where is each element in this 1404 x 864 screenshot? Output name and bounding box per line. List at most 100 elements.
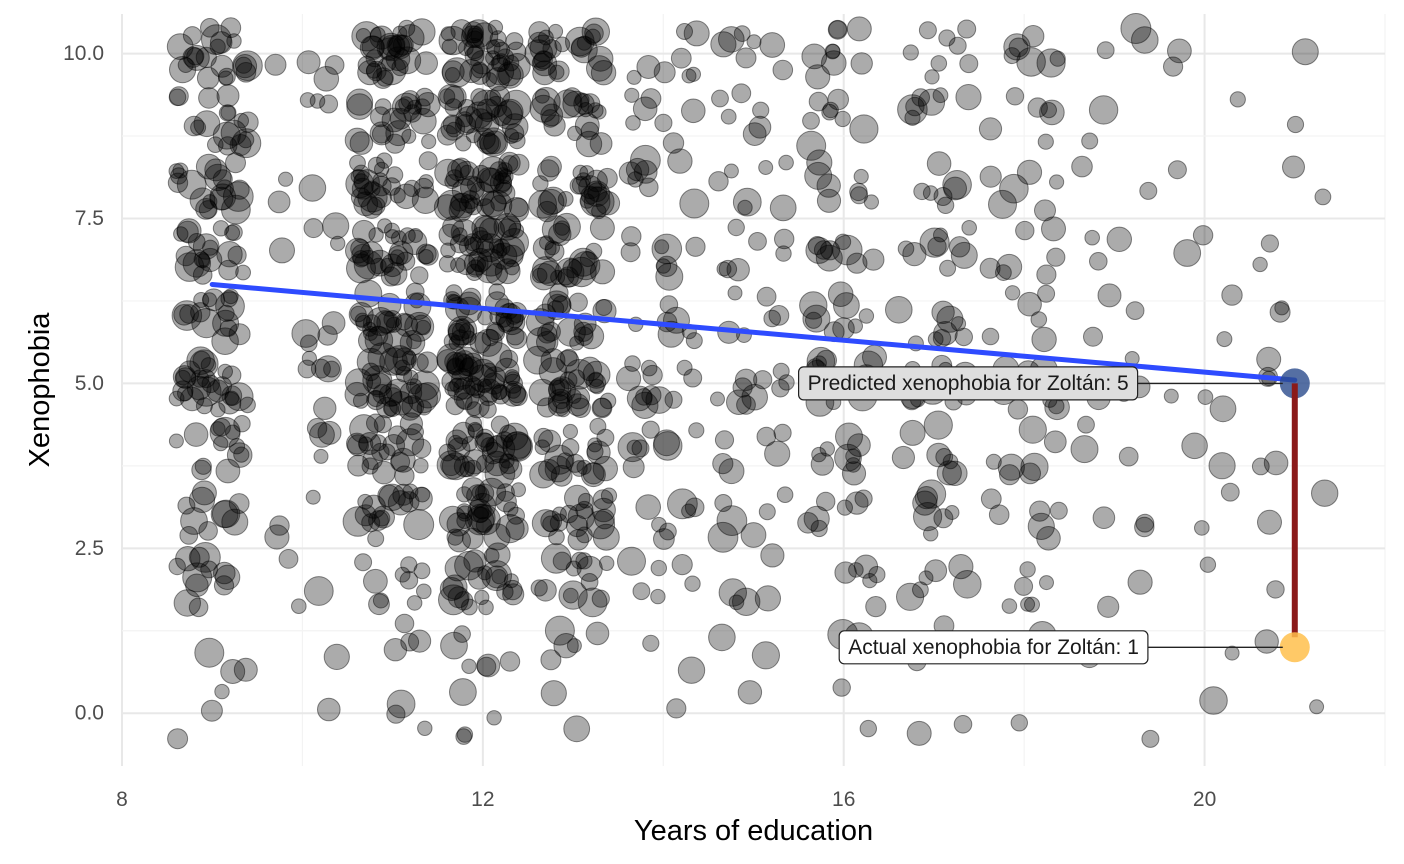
data-point (847, 318, 864, 334)
data-point (503, 501, 519, 517)
y-tick-label: 7.5 (75, 207, 104, 230)
data-point (461, 25, 484, 48)
data-point (215, 458, 241, 484)
data-point (496, 48, 514, 66)
data-point (224, 390, 240, 406)
data-point (505, 382, 522, 399)
data-point (472, 506, 489, 524)
x-tick-label: 8 (116, 788, 128, 811)
data-point (630, 144, 661, 176)
data-point (685, 236, 706, 257)
data-point (189, 349, 219, 379)
data-point (182, 46, 204, 68)
data-point (939, 259, 957, 277)
data-point (310, 358, 331, 379)
data-point (1199, 686, 1228, 715)
data-point (436, 124, 458, 146)
data-point (590, 59, 617, 86)
data-point (466, 177, 483, 193)
data-point (688, 422, 705, 439)
data-point (846, 16, 872, 42)
data-point (379, 257, 395, 273)
data-point (385, 120, 412, 147)
data-point (540, 649, 562, 671)
data-point (479, 133, 501, 155)
data-point (526, 327, 556, 357)
data-point (321, 311, 346, 335)
data-point (437, 84, 465, 111)
data-point (209, 186, 234, 211)
data-point (624, 355, 641, 372)
data-point (942, 453, 959, 470)
data-point (364, 326, 394, 355)
data-point (490, 383, 508, 400)
data-point (446, 357, 465, 376)
data-point (710, 31, 737, 58)
data-point (354, 312, 371, 329)
data-point (653, 61, 676, 84)
data-point (566, 393, 590, 417)
data-point (443, 85, 467, 109)
data-point (461, 477, 486, 502)
data-point (631, 439, 650, 458)
data-point (845, 448, 861, 465)
data-point (540, 348, 566, 374)
data-point (999, 464, 1021, 486)
data-point (449, 234, 470, 254)
data-point (445, 396, 465, 416)
data-point (455, 354, 474, 373)
data-point (481, 441, 505, 465)
data-point (559, 371, 578, 390)
data-point (505, 32, 524, 51)
data-point (413, 457, 429, 474)
data-point (358, 328, 383, 354)
data-point (575, 172, 592, 188)
data-point (383, 387, 403, 407)
data-point (458, 356, 485, 383)
data-point (737, 680, 763, 705)
data-point (827, 88, 850, 111)
data-point (465, 506, 495, 536)
data-point (1029, 500, 1051, 522)
data-point (193, 251, 210, 268)
data-point (466, 401, 482, 417)
data-point (399, 381, 423, 405)
data-point (751, 641, 781, 670)
data-point (491, 384, 508, 401)
data-point (1037, 133, 1054, 150)
data-point (503, 197, 530, 223)
data-point (580, 121, 600, 141)
data-point (737, 199, 753, 216)
data-point (570, 551, 589, 570)
data-point (383, 310, 402, 329)
data-point (408, 629, 432, 653)
data-point (447, 377, 471, 401)
data-point (574, 92, 590, 108)
data-point (579, 251, 596, 268)
data-point (507, 506, 525, 525)
data-point (589, 215, 615, 241)
data-point (636, 55, 661, 79)
data-point (183, 44, 210, 71)
data-point (218, 259, 239, 281)
data-point (617, 432, 648, 463)
data-point (797, 512, 819, 534)
data-point (348, 302, 374, 327)
data-point (486, 57, 515, 86)
data-point (365, 49, 384, 68)
data-point (933, 187, 953, 206)
data-point (392, 34, 414, 56)
data-point (859, 719, 877, 738)
annotation-predicted: Predicted xenophobia for Zoltán: 5 (797, 366, 1283, 401)
data-point (446, 358, 464, 375)
data-point (324, 55, 345, 75)
data-point (469, 230, 494, 255)
data-point (685, 332, 703, 350)
data-point (679, 188, 710, 219)
data-point (641, 420, 660, 439)
data-point (478, 127, 509, 157)
data-point (506, 328, 528, 350)
data-point (382, 434, 406, 457)
data-point (481, 329, 499, 347)
data-point (811, 446, 827, 463)
